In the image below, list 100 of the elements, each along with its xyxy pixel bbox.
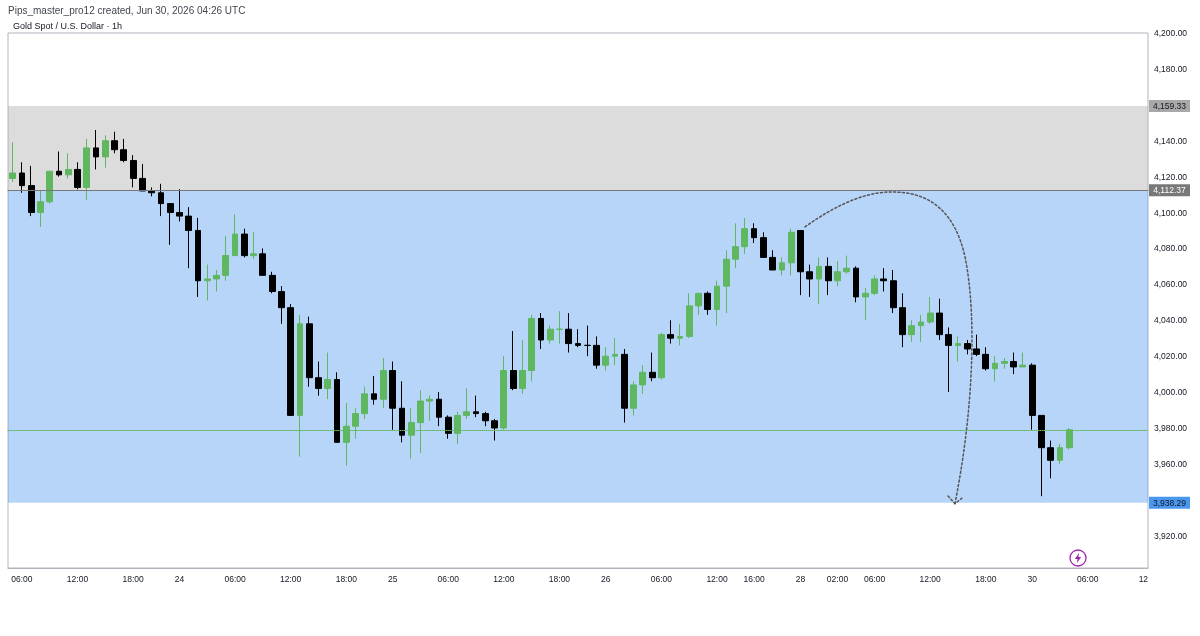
candlestick — [1047, 440, 1054, 479]
candlestick — [380, 357, 387, 409]
ref-line-label: 4,112.37 — [1153, 185, 1186, 196]
candlestick — [389, 361, 396, 431]
candlestick — [964, 339, 971, 355]
candlestick — [65, 152, 72, 179]
candlestick — [371, 375, 377, 406]
candlestick — [28, 165, 35, 217]
x-tick-label: 18:00 — [548, 573, 571, 584]
candlestick — [621, 348, 628, 424]
candlestick — [37, 190, 44, 228]
candlestick — [936, 298, 943, 341]
candlestick — [843, 255, 850, 275]
candlestick — [602, 346, 609, 372]
candlestick — [241, 228, 248, 258]
candlestick — [751, 222, 757, 244]
candlestick — [686, 292, 693, 339]
x-tick-label: 24 — [174, 573, 185, 584]
y-tick-label: 4,100.00 — [1154, 207, 1188, 218]
candlestick — [185, 206, 192, 269]
candlestick — [639, 364, 646, 395]
candlestick — [56, 150, 62, 178]
y-tick-label: 4,060.00 — [1154, 279, 1188, 290]
candlestick — [213, 269, 220, 293]
candlestick — [825, 256, 832, 296]
candlestick — [565, 312, 572, 354]
chart-title: Gold Spot / U.S. Dollar · 1h — [13, 20, 123, 31]
candlestick — [269, 271, 276, 294]
candlestick — [973, 334, 980, 357]
x-tick-label: 12:00 — [706, 573, 728, 584]
x-tick-label: 16:00 — [743, 573, 765, 584]
candlestick — [769, 249, 776, 271]
candlestick — [630, 380, 637, 416]
candlestick — [120, 138, 127, 163]
candlestick — [491, 418, 498, 442]
x-tick-label: 25 — [387, 573, 398, 584]
y-tick-label: 3,960.00 — [1154, 458, 1188, 469]
y-tick-label: 4,140.00 — [1154, 135, 1188, 146]
candlestick — [1001, 357, 1008, 370]
x-tick-label: 06:00 — [650, 573, 673, 584]
candlestick — [436, 391, 442, 427]
candlestick — [1019, 352, 1026, 368]
candlestick — [649, 352, 656, 382]
candlestick — [46, 170, 53, 205]
candlestick — [139, 163, 146, 192]
x-tick-label: 18:00 — [975, 573, 997, 584]
candlestick — [482, 411, 489, 427]
candlestick — [232, 213, 238, 257]
candlestick — [1057, 443, 1063, 465]
candlestick — [361, 386, 368, 420]
y-tick-label: 4,080.00 — [1154, 243, 1188, 254]
y-tick-label: 4,020.00 — [1154, 351, 1188, 362]
candlestick — [806, 264, 813, 298]
x-tick-label: 02:00 — [826, 573, 849, 584]
candlestick — [222, 235, 229, 282]
candlestick — [853, 265, 859, 303]
candlestick — [473, 395, 479, 418]
candlestick — [315, 361, 322, 397]
candlestick — [19, 161, 25, 194]
candlestick — [167, 203, 174, 246]
x-tick-label: 28 — [795, 573, 806, 584]
x-tick-label: 06:00 — [11, 573, 33, 584]
y-tick-label: 4,180.00 — [1154, 63, 1188, 74]
candlestick — [732, 222, 739, 269]
x-tick-label: 18:00 — [122, 573, 145, 584]
candlestick — [426, 395, 433, 422]
band-label: 3,938.29 — [1152, 497, 1187, 508]
candlestick — [667, 319, 674, 345]
candlestick — [695, 292, 702, 316]
candlestick — [955, 335, 961, 363]
candlestick — [93, 129, 99, 170]
candlestick — [927, 296, 934, 325]
candlestick — [519, 339, 526, 395]
candlestick — [788, 228, 795, 276]
band-label: 4,159.33 — [1152, 101, 1187, 112]
text: Pips_master_pro12 created, Jun 30, 2026 04:26 UTC — [8, 4, 246, 16]
candlestick — [1029, 362, 1036, 431]
candlestick — [74, 161, 81, 190]
candlestick — [195, 217, 201, 298]
y-tick-label: 3,980.00 — [1154, 422, 1188, 433]
candlestick — [102, 134, 109, 169]
candlestick — [741, 217, 748, 255]
candlestick — [612, 337, 618, 366]
candlestick — [1038, 414, 1045, 497]
candlestick — [9, 142, 16, 183]
x-tick-label: 12 — [1138, 573, 1149, 584]
candlestick — [982, 346, 989, 372]
candlestick — [723, 249, 730, 314]
candlestick — [880, 267, 887, 293]
candlestick — [334, 371, 340, 443]
x-tick-label: 12:00 — [280, 573, 302, 584]
candlestick — [918, 314, 924, 343]
candlestick — [677, 323, 683, 346]
x-tick-label: 18:00 — [335, 573, 358, 584]
candlestick — [992, 355, 998, 382]
candlestick — [538, 312, 544, 350]
x-tick-label: 12:00 — [66, 573, 89, 584]
candlestick — [816, 256, 822, 305]
candlestick — [575, 328, 581, 348]
y-tick-label: 4,040.00 — [1154, 315, 1188, 326]
